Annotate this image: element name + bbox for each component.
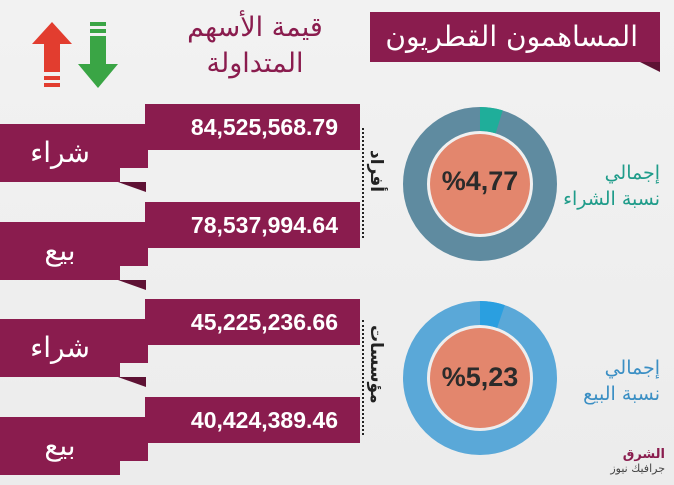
row-value: 84,525,568.79 <box>145 104 360 150</box>
group-label-institutions: مؤسسات <box>366 325 386 404</box>
individuals-bracket <box>356 128 364 238</box>
row-label: شراء <box>0 319 120 377</box>
brand-logo: الشرق جرافيك نيوز <box>595 447 665 475</box>
donut-center <box>430 134 530 234</box>
page-title: المساهمون القطريون <box>370 12 660 62</box>
arrow-up-icon <box>32 22 72 87</box>
title-fold <box>640 62 660 72</box>
row-connector <box>118 222 148 266</box>
sell-label-line2: نسبة البيع <box>583 383 660 405</box>
row-label: بيع <box>0 222 120 280</box>
row-value: 78,537,994.64 <box>145 202 360 248</box>
sell-ratio-label: إجمالي نسبة البيع <box>560 355 660 407</box>
row-connector <box>118 124 148 168</box>
column-title: قيمة الأسهم المتداولة <box>160 10 350 82</box>
donut-center <box>430 328 530 428</box>
column-title-line2: المتداولة <box>206 48 304 79</box>
brand-sub: جرافيك نيوز <box>610 462 665 475</box>
brand-main: الشرق <box>622 447 665 462</box>
row-connector <box>118 417 148 461</box>
arrows-graphic <box>32 22 118 88</box>
donut-slice <box>403 301 557 455</box>
column-title-line1: قيمة الأسهم <box>187 12 323 43</box>
buy-ratio-value: %4,77 <box>441 166 519 196</box>
sell-ratio-value: %5,23 <box>441 362 519 392</box>
row-label: شراء <box>0 124 120 182</box>
donut-slice <box>403 107 557 261</box>
row-value: 40,424,389.46 <box>145 397 360 443</box>
row-fold <box>118 377 146 387</box>
institutions-bracket <box>356 320 364 435</box>
row-fold <box>118 182 146 192</box>
buy-label-line1: إجمالي <box>604 162 660 184</box>
arrow-down-icon <box>78 22 118 88</box>
sell-label-line1: إجمالي <box>604 357 660 379</box>
sell-ratio-donut <box>403 301 557 455</box>
buy-ratio-donut <box>403 107 557 261</box>
row-fold <box>118 280 146 290</box>
group-label-individuals: أفراد <box>366 150 386 193</box>
row-connector <box>118 319 148 363</box>
buy-ratio-label: إجمالي نسبة الشراء <box>560 160 660 212</box>
row-label: بيع <box>0 417 120 475</box>
row-value: 45,225,236.66 <box>145 299 360 345</box>
buy-label-line2: نسبة الشراء <box>563 188 660 210</box>
